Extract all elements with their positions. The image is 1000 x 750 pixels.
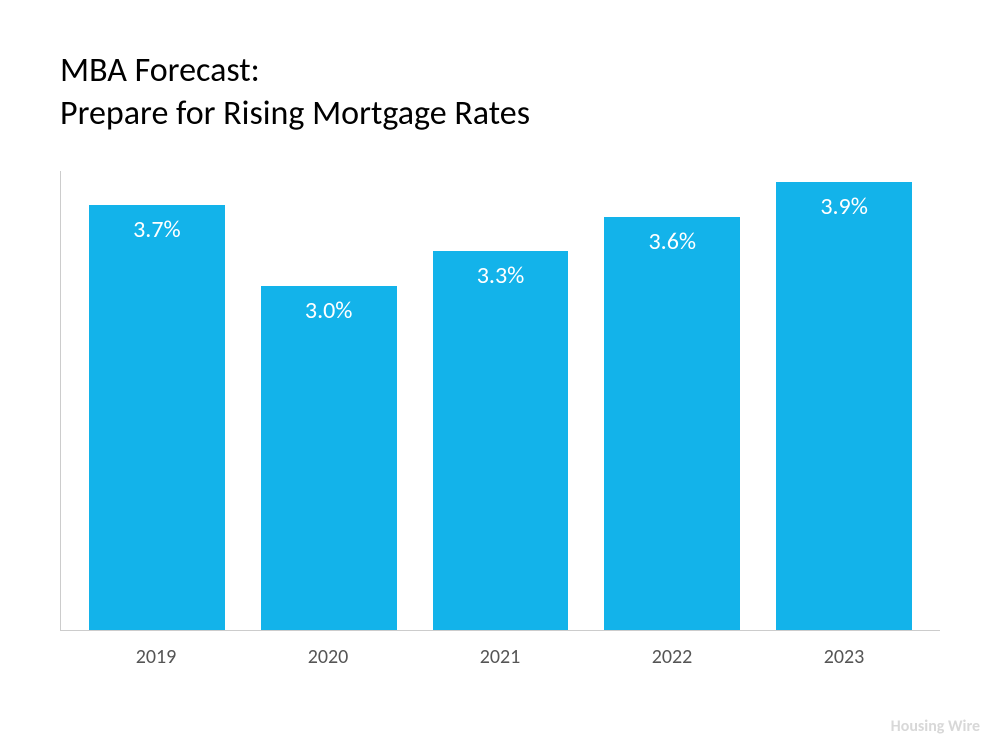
chart-container: MBA Forecast: Prepare for Rising Mortgag… bbox=[60, 50, 940, 690]
x-label: 2019 bbox=[70, 645, 242, 669]
bar-2021: 3.3% bbox=[433, 251, 569, 630]
x-label: 2020 bbox=[242, 645, 414, 669]
x-axis-labels: 2019 2020 2021 2022 2023 bbox=[60, 631, 940, 669]
bar-value-label: 3.3% bbox=[433, 261, 569, 290]
bar-2023: 3.9% bbox=[776, 182, 912, 630]
chart-title: MBA Forecast: Prepare for Rising Mortgag… bbox=[60, 50, 940, 135]
bar-value-label: 3.9% bbox=[776, 192, 912, 221]
bar-slot: 3.7% bbox=[71, 171, 243, 630]
bar-value-label: 3.0% bbox=[261, 296, 397, 325]
x-label: 2022 bbox=[586, 645, 758, 669]
bar-slot: 3.6% bbox=[586, 171, 758, 630]
bar-2022: 3.6% bbox=[604, 217, 740, 630]
bar-slot: 3.3% bbox=[415, 171, 587, 630]
bar-slot: 3.9% bbox=[758, 171, 930, 630]
source-attribution: Housing Wire bbox=[891, 717, 980, 736]
bar-2019: 3.7% bbox=[89, 205, 225, 630]
bar-slot: 3.0% bbox=[243, 171, 415, 630]
title-line-2: Prepare for Rising Mortgage Rates bbox=[60, 93, 530, 134]
bar-value-label: 3.7% bbox=[89, 215, 225, 244]
plot-area: 3.7% 3.0% 3.3% 3.6% 3.9% bbox=[60, 171, 940, 631]
x-label: 2023 bbox=[758, 645, 930, 669]
x-label: 2021 bbox=[414, 645, 586, 669]
bar-value-label: 3.6% bbox=[604, 227, 740, 256]
bar-2020: 3.0% bbox=[261, 286, 397, 630]
title-line-1: MBA Forecast: bbox=[60, 50, 260, 91]
